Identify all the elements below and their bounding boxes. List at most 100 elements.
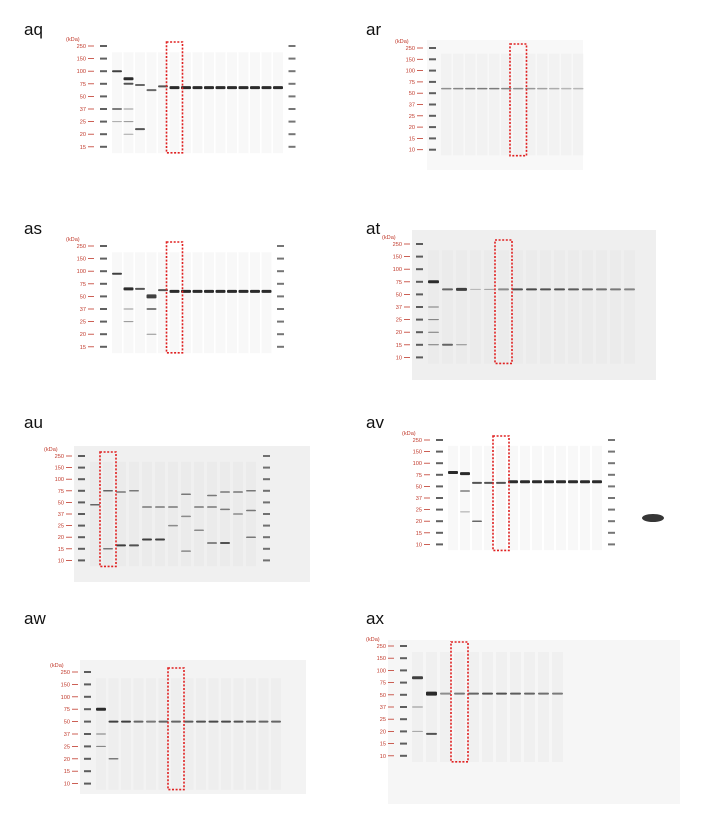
marker-label: 150 [413,450,422,456]
ladder-band-right [288,95,296,98]
marker-label: 25 [64,744,70,750]
protein-band [498,288,509,291]
ladder-band-right [277,345,284,348]
protein-band [108,720,119,723]
gel-background [80,660,306,794]
lane-smear [194,461,204,567]
protein-band [472,520,482,522]
protein-band [181,289,191,293]
lane-smear [453,53,464,156]
lane-smear [573,53,584,156]
marker-label: 250 [406,46,415,52]
protein-band [233,513,243,515]
ladder-band [416,356,423,359]
panel-label-av: av [366,413,384,432]
ladder-band [100,70,107,73]
ladder-band [416,318,423,321]
lane-smear [116,461,126,567]
lane-smear [158,252,168,354]
ladder-band [400,730,407,733]
protein-band [207,494,217,497]
marker-label: 15 [396,343,402,349]
kda-unit-label: (kDa) [382,235,396,241]
lane-smear [512,250,523,364]
ladder-band-right [277,295,284,298]
ladder-band-right [608,439,615,441]
highlight-box [165,41,184,154]
ladder-band [78,547,85,550]
ladder-band-right [277,333,284,336]
marker-label: 100 [61,695,70,701]
marker-label: 75 [380,681,386,687]
marker-label: 250 [413,438,422,444]
protein-band [513,87,524,90]
protein-band [525,87,536,90]
marker-label: 150 [377,656,386,662]
lane-smear [196,678,206,790]
marker-label: 250 [377,644,386,650]
ladder-band [400,754,407,757]
protein-band [261,289,272,293]
ladder-band [78,466,85,469]
lane-smear [472,445,482,551]
protein-band [129,544,139,547]
protein-band [146,333,157,335]
lane-smear [90,461,100,567]
protein-band [477,87,488,90]
marker-label: 15 [409,136,415,142]
protein-band [146,294,157,299]
ladder-band [429,148,436,151]
lane-smear [146,52,157,154]
protein-band [112,121,122,123]
ladder-band [100,295,107,298]
ladder-band-right [608,497,615,499]
protein-band [146,308,157,310]
lane-smear [496,652,507,762]
protein-band [135,128,145,131]
lane-smear [261,252,272,354]
kda-unit-label: (kDa) [395,39,409,45]
gel-image-aq: (kDa)250 150 100 75 50 37 25 20 15 [66,37,302,170]
ladder-band-right [288,133,296,136]
lane-smear [133,678,144,790]
protein-band [112,272,122,275]
ladder-band [436,520,443,523]
protein-band [90,503,100,506]
marker-label: 250 [61,670,70,676]
ladder-band [100,345,107,348]
protein-band [108,758,119,760]
ladder-band [400,669,407,672]
protein-band [496,481,506,484]
ladder-band-right [277,308,284,310]
gel-image-aw: (kDa)250 150 100 75 50 37 25 20 15 10 [50,660,306,794]
protein-band [103,548,113,550]
marker-label: 25 [396,318,402,324]
ladder-band [400,681,407,684]
protein-band [123,308,134,310]
lane-smear [238,52,249,154]
ladder-band [100,108,107,110]
protein-band [233,720,244,723]
protein-band [96,745,106,747]
protein-band [135,84,145,87]
marker-label: 150 [55,466,64,472]
protein-band [220,542,230,544]
protein-band [508,480,518,484]
ladder-band-right [288,70,296,73]
protein-band [568,288,579,291]
ladder-band [100,45,107,47]
marker-label: 150 [61,682,70,688]
protein-band [116,491,126,493]
ladder-band [436,450,443,453]
panel-label-ar: ar [366,20,382,39]
marker-label: 50 [80,294,86,300]
protein-band [181,550,191,552]
protein-band [428,344,439,346]
protein-band [246,720,256,723]
ladder-band [84,683,91,686]
protein-band [238,289,249,293]
marker-label: 75 [416,473,422,479]
ladder-band [436,485,443,488]
ladder-band-right [277,270,284,273]
ladder-band [84,671,91,673]
